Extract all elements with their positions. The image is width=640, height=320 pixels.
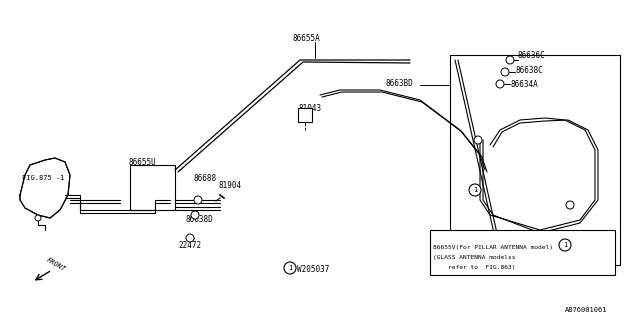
Circle shape (474, 136, 482, 144)
Text: 81043: 81043 (298, 103, 321, 113)
Polygon shape (20, 158, 70, 218)
Text: 1: 1 (473, 187, 477, 193)
Text: 86655A: 86655A (292, 34, 320, 43)
Text: 86655V(For PILLAR ANTENNA model): 86655V(For PILLAR ANTENNA model) (433, 245, 553, 251)
Text: 86688: 86688 (193, 173, 216, 182)
Circle shape (469, 184, 481, 196)
Circle shape (35, 215, 41, 221)
Text: FIG.875 -1: FIG.875 -1 (22, 175, 65, 181)
Text: FRONT: FRONT (45, 256, 67, 272)
Circle shape (191, 211, 199, 219)
Text: 86655U: 86655U (128, 157, 156, 166)
Circle shape (501, 68, 509, 76)
Circle shape (186, 234, 194, 242)
Text: 86638D: 86638D (185, 215, 212, 225)
Text: refer to  FIG.863): refer to FIG.863) (433, 266, 515, 270)
Text: (GLASS ANTENNA modelss: (GLASS ANTENNA modelss (433, 255, 515, 260)
Text: 86638C: 86638C (515, 66, 543, 75)
Text: 22472: 22472 (178, 241, 201, 250)
Text: 86636C: 86636C (518, 51, 546, 60)
Circle shape (194, 196, 202, 204)
Text: 8663BD: 8663BD (385, 78, 413, 87)
Text: 1: 1 (288, 265, 292, 271)
Text: A876001061: A876001061 (565, 307, 607, 313)
Text: 86634A: 86634A (510, 79, 538, 89)
Text: 1: 1 (563, 242, 567, 248)
Circle shape (506, 56, 514, 64)
Circle shape (566, 201, 574, 209)
Circle shape (559, 239, 571, 251)
Text: 81904: 81904 (218, 180, 241, 189)
Text: W205037: W205037 (297, 266, 330, 275)
Circle shape (496, 80, 504, 88)
Bar (430, 230, 615, 275)
Circle shape (284, 262, 296, 274)
Bar (298, 108, 312, 122)
